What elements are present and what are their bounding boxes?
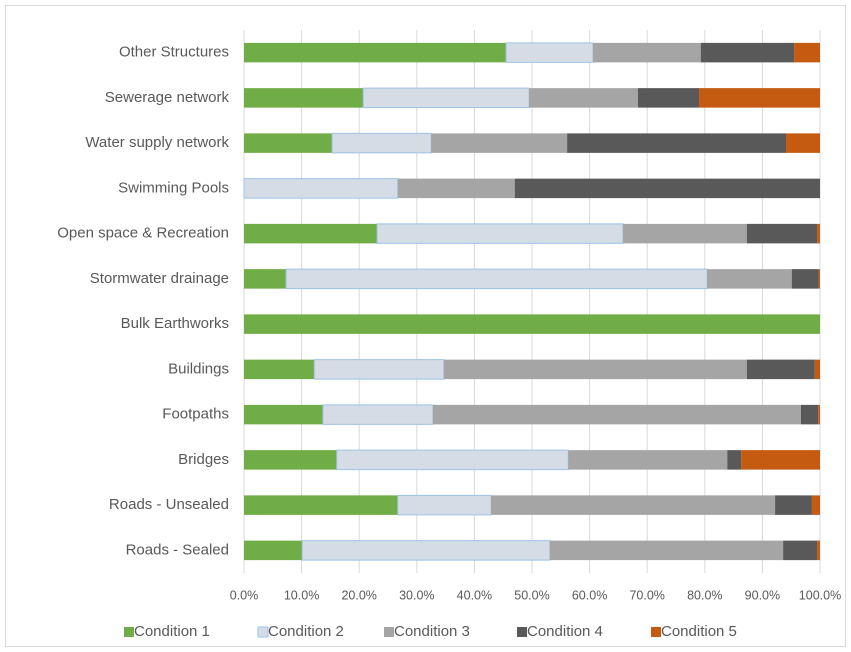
- legend-label: Condition 5: [661, 623, 737, 640]
- bar-segment: [244, 540, 303, 561]
- bar-segment: [568, 450, 728, 470]
- bar-segment: [313, 359, 445, 380]
- bar-segment: [818, 404, 820, 425]
- bar-segment: [529, 88, 638, 108]
- bar-segment: [791, 269, 819, 289]
- legend-swatch: [517, 627, 527, 637]
- y-tick-label: Swimming Pools: [118, 179, 229, 196]
- legend-swatch: [384, 627, 394, 637]
- x-tick-label: 90.0%: [745, 588, 780, 602]
- x-tick-label: 80.0%: [687, 588, 722, 602]
- x-tick-label: 0.0%: [230, 588, 259, 602]
- bar-segment: [567, 133, 787, 153]
- legend-swatch: [257, 626, 269, 638]
- bar-segment: [244, 88, 364, 108]
- bar-segment: [811, 495, 820, 515]
- bar-segment: [244, 223, 378, 244]
- bar-segment: [818, 269, 820, 289]
- y-tick-label: Buildings: [168, 360, 229, 377]
- y-tick-label: Bridges: [178, 451, 229, 468]
- y-tick-label: Roads - Unsealed: [109, 496, 229, 513]
- bar-segment: [443, 359, 747, 380]
- bar-segment: [244, 269, 287, 289]
- bar-segment: [700, 42, 795, 63]
- bar-segment: [637, 88, 700, 108]
- y-tick-label: Sewerage network: [105, 89, 230, 106]
- x-tick-label: 20.0%: [341, 588, 376, 602]
- bar-segment: [331, 132, 432, 154]
- bar-segment: [322, 404, 434, 425]
- bar-segment: [699, 88, 820, 108]
- legend-swatch: [124, 627, 134, 637]
- bar-segment: [244, 495, 398, 515]
- x-tick-label: 100.0%: [799, 588, 841, 602]
- bar-segment: [432, 404, 801, 425]
- bar-segment: [741, 450, 820, 470]
- bar-segment: [336, 449, 569, 471]
- y-tick-label: Stormwater drainage: [90, 270, 229, 287]
- legend-swatch: [651, 627, 661, 637]
- bar-segment: [362, 87, 530, 109]
- y-tick-label: Footpaths: [162, 406, 229, 423]
- bar-segment: [817, 223, 820, 244]
- x-tick-label: 40.0%: [457, 588, 492, 602]
- legend-label: Condition 4: [527, 623, 603, 640]
- bar-segment: [794, 42, 820, 63]
- bar-segment: [783, 540, 818, 561]
- bar-segment: [491, 495, 776, 515]
- y-tick-label: Other Structures: [119, 44, 229, 61]
- bar-segment: [727, 450, 742, 470]
- bar-segment: [800, 404, 819, 425]
- bar-segment: [244, 314, 820, 334]
- bar-segment: [376, 223, 624, 244]
- y-tick-label: Roads - Sealed: [126, 541, 229, 558]
- y-tick-label: Open space & Recreation: [57, 225, 229, 242]
- bar-segment: [775, 495, 812, 515]
- bar-segment: [301, 540, 551, 561]
- legend-label: Condition 2: [268, 623, 344, 640]
- bar-segment: [397, 178, 515, 199]
- bar-segment: [746, 223, 818, 244]
- bar-segment: [505, 42, 594, 63]
- bar-segment: [244, 42, 507, 63]
- bar-segment: [244, 404, 323, 425]
- bar-segment: [814, 359, 820, 380]
- bar-segment: [244, 450, 337, 470]
- bar-segment: [285, 268, 708, 290]
- bar-segment: [243, 178, 399, 199]
- bar-segment: [514, 178, 820, 199]
- bar-segment: [786, 133, 820, 153]
- x-tick-label: 10.0%: [284, 588, 319, 602]
- bar-segment: [707, 269, 792, 289]
- bar-segment: [623, 223, 747, 244]
- bar-segment: [244, 359, 315, 380]
- x-tick-label: 70.0%: [629, 588, 664, 602]
- bar-segment: [549, 540, 784, 561]
- x-tick-label: 50.0%: [514, 588, 549, 602]
- bar-segment: [593, 42, 701, 63]
- bar-segment: [244, 133, 333, 153]
- bar-segment: [431, 133, 568, 153]
- x-tick-label: 30.0%: [399, 588, 434, 602]
- bar-segment: [817, 540, 820, 561]
- y-tick-label: Water supply network: [85, 134, 229, 151]
- bar-segment: [397, 494, 492, 516]
- y-tick-label: Bulk Earthworks: [121, 315, 229, 332]
- bar-segment: [746, 359, 815, 380]
- legend-label: Condition 1: [134, 623, 210, 640]
- legend-label: Condition 3: [394, 623, 470, 640]
- x-tick-label: 60.0%: [572, 588, 607, 602]
